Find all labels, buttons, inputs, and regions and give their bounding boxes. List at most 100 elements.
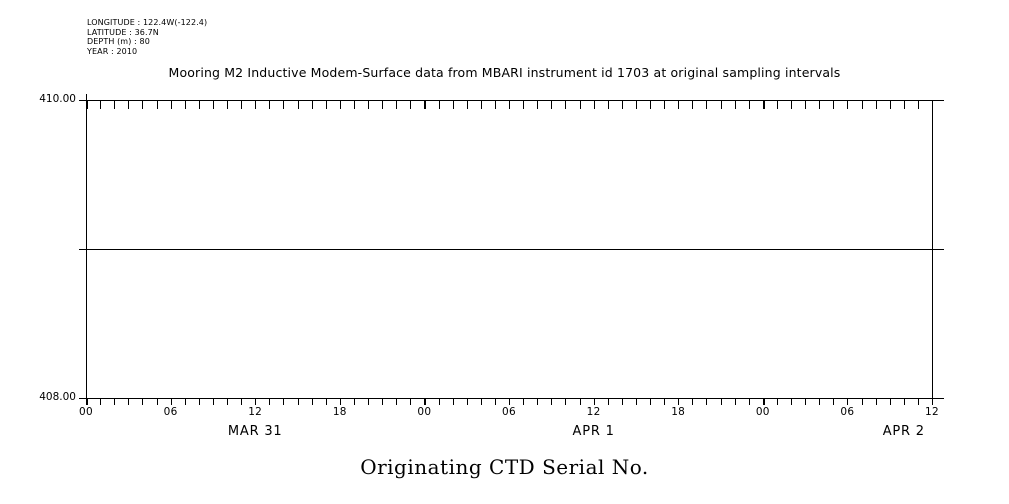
ytick-label: 408.00 xyxy=(39,391,76,403)
xtick-bottom xyxy=(142,399,144,405)
xtick-top xyxy=(156,101,158,109)
xtick-label: 06 xyxy=(840,406,855,418)
xtick-top xyxy=(523,101,525,109)
xtick-label: 00 xyxy=(417,406,432,418)
ytick-0 xyxy=(79,100,93,101)
xtick-top xyxy=(664,101,666,109)
xtick-top xyxy=(339,101,341,109)
xtick-top xyxy=(847,101,849,109)
xtick-bottom xyxy=(621,399,623,405)
xtick-bottom xyxy=(635,399,637,405)
xtick-top xyxy=(861,101,863,109)
xtick-top xyxy=(283,101,285,109)
xtick-label: 18 xyxy=(671,406,686,418)
xtick-top xyxy=(466,101,468,109)
xtick-label: 00 xyxy=(79,406,93,418)
ytick-1 xyxy=(79,249,93,250)
xtick-bottom xyxy=(452,399,454,405)
xtick-top xyxy=(311,101,313,109)
ytick-2 xyxy=(79,398,93,399)
xtick-bottom xyxy=(748,399,750,405)
xtick-bottom xyxy=(791,399,792,405)
axis-top xyxy=(86,100,944,101)
xtick-bottom xyxy=(917,399,919,405)
xtick-top xyxy=(748,101,750,109)
xtick-top xyxy=(875,101,877,109)
xtick-top xyxy=(198,101,200,109)
xtick-top xyxy=(438,101,440,109)
xtick-bottom xyxy=(607,399,609,405)
metadata-year: YEAR : 2010 xyxy=(87,46,138,56)
xtick-top xyxy=(551,101,553,109)
xtick-bottom xyxy=(805,399,807,405)
xtick-bottom xyxy=(734,399,736,405)
xtick-label: 12 xyxy=(248,406,263,418)
xtick-label: 12 xyxy=(586,406,601,418)
xtick-bottom xyxy=(438,399,440,405)
xtick-bottom xyxy=(819,399,821,405)
xtick-bottom xyxy=(579,399,581,405)
xtick-top xyxy=(607,101,609,109)
xtick-top xyxy=(565,101,567,109)
xtick-bottom xyxy=(311,399,313,405)
xdate-label: APR 2 xyxy=(882,424,925,439)
xtick-top xyxy=(819,101,821,109)
xtick-top xyxy=(410,101,412,109)
xtick-top xyxy=(396,101,398,109)
xtick-top xyxy=(635,101,637,109)
xtick-top xyxy=(889,101,891,109)
figure-caption: Originating CTD Serial No. xyxy=(360,455,649,479)
xtick-bottom xyxy=(325,399,327,405)
xtick-bottom xyxy=(720,399,722,405)
metadata-block: LONGITUDE : 122.4W(-122.4) LATITUDE : 36… xyxy=(87,18,207,56)
xtick-bottom xyxy=(297,399,299,405)
xtick-bottom xyxy=(480,399,482,405)
metadata-longitude: LONGITUDE : 122.4W(-122.4) xyxy=(87,18,208,27)
xtick-bottom xyxy=(156,399,158,405)
xtick-bottom xyxy=(889,399,891,405)
xtick-top xyxy=(114,101,116,109)
xtick-label: 18 xyxy=(332,406,347,418)
xdate-label: MAR 31 xyxy=(227,424,283,439)
xtick-top xyxy=(368,101,369,109)
xtick-bottom xyxy=(114,399,116,405)
xtick-top xyxy=(833,101,835,109)
xtick-bottom xyxy=(353,399,355,405)
xtick-bottom xyxy=(861,399,863,405)
xtick-bottom xyxy=(339,399,341,405)
xtick-top xyxy=(593,101,595,109)
xtick-bottom xyxy=(537,399,539,405)
xtick-label: 12 xyxy=(925,406,939,418)
xtick-bottom xyxy=(932,399,933,405)
metadata-latitude: LATITUDE : 36.7N xyxy=(87,27,159,37)
xtick-top xyxy=(86,101,88,109)
xtick-top xyxy=(621,101,623,109)
axis-bottom xyxy=(86,398,944,399)
xtick-bottom xyxy=(382,399,384,405)
xtick-top xyxy=(791,101,792,109)
xtick-bottom xyxy=(424,399,427,405)
xtick-bottom xyxy=(776,399,778,405)
xtick-top xyxy=(678,101,680,109)
xtick-top xyxy=(917,101,919,109)
xtick-bottom xyxy=(903,399,905,405)
chart-title: Mooring M2 Inductive Modem-Surface data … xyxy=(168,65,841,80)
xtick-top xyxy=(509,101,510,109)
xtick-top xyxy=(734,101,736,109)
xtick-bottom xyxy=(762,399,765,405)
xtick-bottom xyxy=(396,399,398,405)
xtick-top xyxy=(452,101,454,109)
xdate-label: APR 1 xyxy=(572,424,615,439)
xtick-bottom xyxy=(198,399,200,405)
xtick-bottom xyxy=(706,399,708,405)
xtick-top xyxy=(128,101,130,109)
xtick-top xyxy=(692,101,694,109)
xtick-bottom xyxy=(664,399,666,405)
xtick-bottom xyxy=(509,399,510,405)
xtick-bottom xyxy=(86,399,88,405)
xtick-top xyxy=(100,101,102,109)
xtick-bottom xyxy=(269,399,271,405)
xtick-bottom xyxy=(678,399,680,405)
xtick-top xyxy=(382,101,384,109)
xtick-bottom xyxy=(255,399,257,405)
